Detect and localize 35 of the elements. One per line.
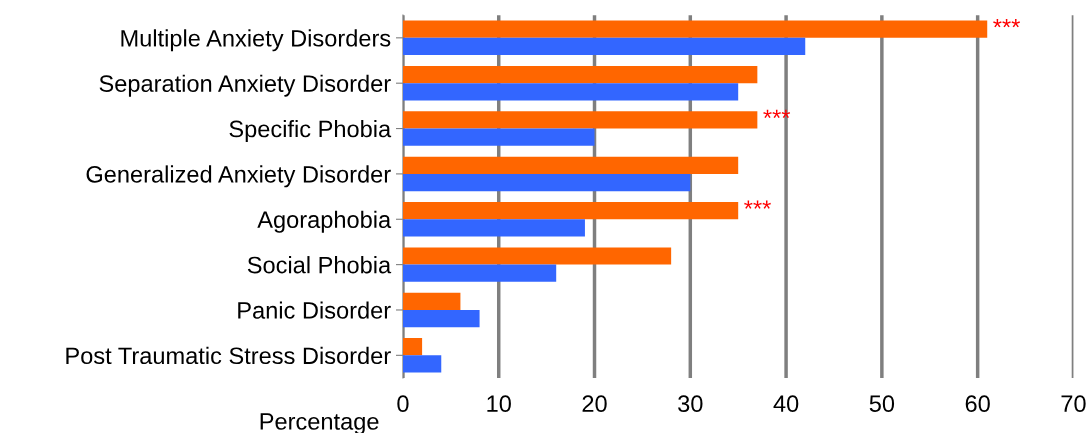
annotation: *** [763, 109, 791, 119]
x-tick-label: 0 [397, 395, 409, 413]
y-tick-label: Generalized Anxiety Disorder [86, 165, 391, 188]
bar [402, 292, 461, 310]
y-tick-label: Multiple Anxiety Disorders [121, 29, 391, 52]
bar [402, 219, 585, 237]
y-tick-label: Social Phobia [247, 256, 392, 274]
bar [402, 111, 758, 129]
annotation: *** [744, 200, 771, 209]
x-tick-label: 50 [869, 395, 895, 413]
bar [402, 37, 806, 56]
bar [402, 156, 739, 174]
bar [402, 338, 423, 356]
y-tick-label: Agoraphobia [257, 210, 392, 233]
bar [402, 202, 739, 220]
bar [402, 264, 557, 282]
bar [402, 173, 691, 192]
y-tick-label: Post Traumatic Stress Disorder [66, 346, 391, 365]
y-tick-label: Separation Anxiety Disorder [99, 74, 391, 97]
x-tick-label: 40 [773, 395, 799, 413]
bar [402, 65, 758, 84]
bar [402, 309, 480, 328]
x-tick-label: 30 [678, 395, 703, 413]
bar [402, 128, 595, 146]
y-tick-label: Specific Phobia [229, 119, 392, 142]
x-tick-label: 10 [487, 395, 511, 413]
x-tick-label: 60 [965, 395, 990, 413]
bar [402, 247, 672, 265]
y-tick-label: Panic Disorder [238, 301, 391, 319]
bar [402, 20, 988, 38]
bar [402, 355, 442, 373]
annotation: *** [993, 19, 1020, 28]
x-tick-label: 70 [1061, 395, 1086, 413]
x-tick-label: 20 [582, 395, 607, 413]
bar [402, 83, 739, 101]
